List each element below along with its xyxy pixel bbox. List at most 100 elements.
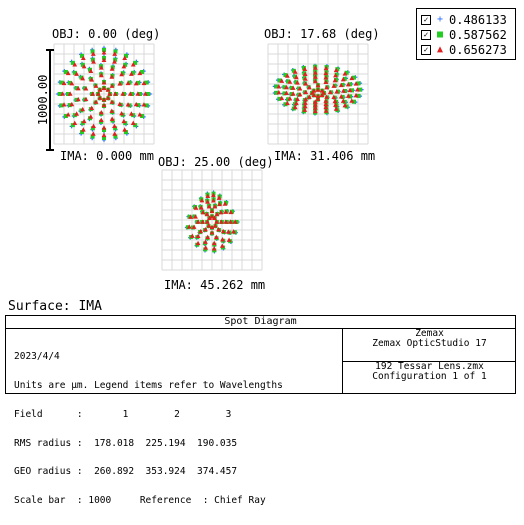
legend-item-3[interactable]: ✓ ▲ 0.656273 (421, 42, 507, 57)
spot-point (301, 65, 306, 70)
spot-point (276, 84, 282, 89)
spot-point (131, 70, 136, 75)
spot-point (312, 108, 318, 114)
spot-point (67, 91, 73, 96)
spot-point (140, 70, 145, 74)
spot-point (74, 111, 80, 116)
spot-point (89, 105, 95, 111)
spot-point (323, 75, 329, 80)
spot-point (80, 130, 84, 135)
legend-item-1[interactable]: ✓ + 0.486133 (421, 12, 507, 27)
spot-point (198, 205, 204, 210)
spot-point (297, 91, 303, 97)
file-info: 192 Tessar Lens.zmx Configuration 1 of 1 (343, 362, 516, 393)
spot-point (101, 85, 107, 91)
spot-point (306, 84, 312, 90)
spot-point (210, 192, 216, 198)
spot-point (312, 65, 318, 70)
spot-point (353, 81, 359, 86)
spot-point (282, 91, 287, 96)
spot-point (334, 72, 339, 77)
spot-point (356, 93, 361, 98)
spot-point (315, 87, 321, 92)
spot-point (324, 84, 330, 90)
spot-point (338, 94, 344, 99)
spot-point (214, 219, 220, 224)
spot-point (334, 77, 339, 82)
spot-point (205, 193, 211, 199)
spot-point (333, 73, 338, 78)
spot-point (324, 94, 330, 99)
spot-point (276, 90, 282, 95)
spot-point (141, 80, 147, 86)
spot-point (141, 102, 147, 107)
spot-point (205, 234, 211, 240)
spot-point (315, 83, 321, 88)
spot-point (192, 204, 197, 209)
spot-point (101, 102, 107, 108)
spot-point (72, 62, 78, 67)
spot-point (283, 73, 288, 78)
spot-point (306, 94, 312, 99)
spot-point (127, 91, 133, 96)
spot-point (95, 91, 101, 96)
spot-point (90, 49, 95, 54)
legend-item-2[interactable]: ✓ ■ 0.587562 (421, 27, 507, 42)
spot-point (83, 86, 89, 91)
spot-point (277, 78, 282, 83)
spot-point (107, 91, 113, 96)
checkbox-icon[interactable]: ✓ (421, 14, 431, 25)
spot-point (70, 60, 75, 65)
spot-point (200, 219, 206, 224)
spot-point (90, 126, 95, 131)
spot-point (207, 215, 212, 221)
file-name: 192 Tessar Lens.zmx (375, 361, 484, 372)
spot-point (70, 123, 75, 128)
spot-point (109, 83, 115, 88)
spot-point (144, 103, 149, 108)
spot-point (90, 51, 96, 56)
spot-point (74, 86, 79, 91)
spot-point (228, 219, 233, 224)
spot-point (97, 87, 103, 92)
field-3-spots (184, 190, 240, 254)
spot-point (89, 77, 95, 82)
spot-point (93, 99, 99, 104)
spot-point (203, 239, 208, 244)
spot-point (120, 71, 125, 76)
spot-point (347, 87, 353, 93)
checkbox-icon[interactable]: ✓ (421, 44, 431, 55)
spot-point (122, 127, 128, 132)
spot-point (127, 80, 132, 85)
spot-point (342, 76, 347, 81)
spot-point (98, 110, 104, 115)
spot-point (193, 205, 199, 210)
info-meta: Zemax Zemax OpticStudio 17 192 Tessar Le… (342, 329, 516, 393)
spot-point (112, 91, 118, 96)
spot-point (186, 224, 192, 229)
field-3-grid (161, 169, 263, 271)
spot-point (284, 84, 289, 90)
spot-point (349, 98, 355, 103)
spot-point (195, 233, 201, 239)
spot-point (289, 92, 294, 97)
spot-point (128, 111, 134, 116)
spot-point (231, 229, 236, 234)
spot-point (344, 70, 349, 75)
spot-point (88, 114, 94, 119)
field-3-obj-label: OBJ: 25.00 (deg) (158, 155, 274, 169)
spot-point (67, 80, 72, 85)
spot-point (69, 80, 75, 86)
spot-point (80, 53, 84, 58)
spot-point (135, 91, 141, 96)
field-3-ima-label: IMA: 45.262 mm (164, 278, 265, 292)
field-1-ima-label: IMA: 0.000 mm (60, 149, 154, 163)
spot-point (351, 75, 356, 80)
spot-point (290, 85, 296, 90)
spot-point (358, 87, 362, 92)
checkbox-icon[interactable]: ✓ (421, 29, 431, 40)
spot-point (212, 223, 218, 228)
info-details: 2023/4/4 Units are µm. Legend items refe… (14, 333, 283, 525)
spot-point (112, 131, 118, 136)
spot-point (303, 81, 309, 86)
